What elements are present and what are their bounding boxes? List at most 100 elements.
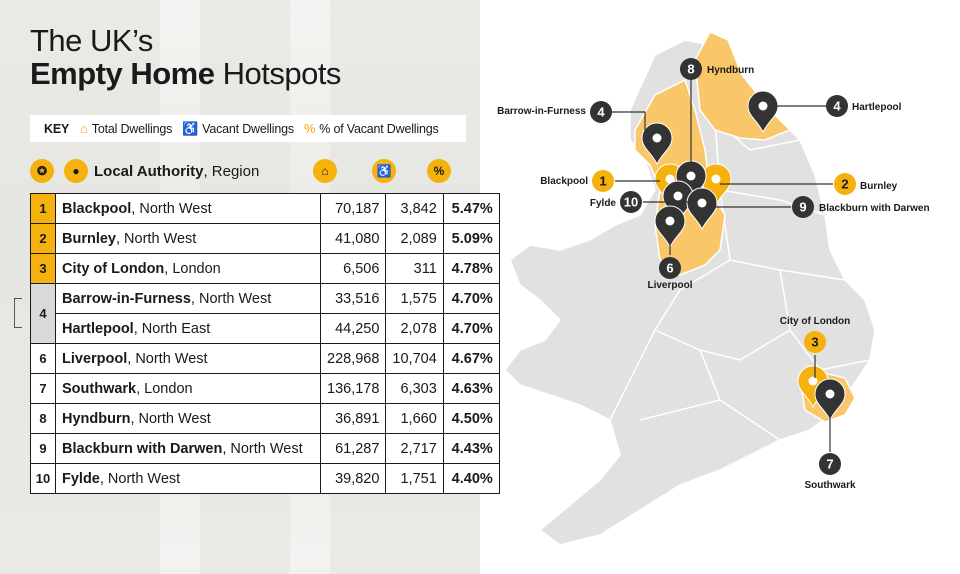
authority-cell: Blackpool, North West: [55, 193, 321, 224]
key-total-dwellings: Total Dwellings: [91, 121, 173, 136]
authority-cell: Barrow-in-Furness, North West: [55, 283, 321, 314]
vacant-dwellings-cell: 1,660: [385, 403, 444, 434]
rank-badge-number: 9: [799, 200, 806, 215]
table-row: 3 City of London, London 6,506 311 4.78%: [30, 253, 500, 284]
place-name: Hartlepool: [852, 102, 902, 113]
vacant-dwellings-cell: 3,842: [385, 193, 444, 224]
table-row: 4 Barrow-in-Furness, North West 33,516 1,57…: [30, 283, 500, 344]
table-row: 8 Hyndburn, North West 36,891 1,660 4.50%: [30, 403, 500, 434]
rank-badge: [620, 191, 642, 213]
header-label: Local Authority, Region: [94, 163, 260, 180]
total-dwellings-cell: 33,516: [319, 283, 387, 314]
rank-badge-number: 6: [666, 261, 673, 276]
total-dwellings-cell: 228,968: [319, 343, 387, 374]
house-icon: ⌂: [313, 159, 337, 183]
table-row: 7 Southwark, London 136,178 6,303 4.63%: [30, 373, 500, 404]
rank-cell: 1: [30, 193, 56, 224]
location-pin-icon: ●: [64, 159, 88, 183]
rank-badge-number: 3: [811, 335, 818, 350]
rank-badge-number: 1: [599, 174, 606, 189]
percent-vacant-cell: 5.09%: [442, 223, 500, 254]
hotspots-table: 1 Blackpool, North West 70,187 3,842 5.47% 2 B…: [30, 193, 500, 494]
total-dwellings-cell: 39,820: [319, 463, 387, 494]
total-dwellings-cell: 36,891: [319, 403, 387, 434]
total-dwellings-cell: 44,250: [319, 313, 387, 344]
map-label-hyndburn: 8 Hyndburn: [680, 58, 754, 80]
percent-vacant-cell: 4.78%: [442, 253, 500, 284]
vacant-dwellings-cell: 6,303: [385, 373, 444, 404]
rank-badge: [592, 170, 614, 192]
map-label-southwark: 7 Southwark: [804, 453, 856, 491]
authority-cell: Burnley, North West: [55, 223, 321, 254]
liverpool-pin: [654, 205, 686, 249]
rank-badge: [590, 101, 612, 123]
rank-badge: [819, 453, 841, 475]
authority-cell: Southwark, London: [55, 373, 321, 404]
place-name: Southwark: [804, 480, 856, 491]
rank-badge-number: 4: [833, 99, 841, 114]
barrow-pin: [641, 122, 673, 166]
rank-badge-number: 7: [826, 457, 833, 472]
percent-vacant-cell: 4.40%: [442, 463, 500, 494]
england-wales-landmass: [504, 39, 876, 546]
authority-cell: City of London, London: [55, 253, 321, 284]
page-title: The UK’s Empty Home Hotspots: [30, 23, 341, 91]
percent-vacant-cell: 4.67%: [442, 343, 500, 374]
table-row: 10 Fylde, North West 39,820 1,751 4.40%: [30, 463, 500, 494]
percent-vacant-cell: 4.70%: [442, 313, 500, 344]
rank-cell: 3: [30, 253, 56, 284]
key-percent-vacant: % of Vacant Dwellings: [319, 121, 439, 136]
table-row: Hartlepool, North East 44,250 2,078 4.70%: [31, 313, 500, 344]
percent-vacant-cell: 4.43%: [442, 433, 500, 464]
rank-badge-number: 2: [841, 177, 848, 192]
rank-badge: [826, 95, 848, 117]
vacant-dwellings-cell: 2,717: [385, 433, 444, 464]
person-icon: ♿: [182, 120, 199, 136]
map-label-blackburn: 9 Blackburn with Darwen: [792, 196, 930, 218]
rank-badge: [680, 58, 702, 80]
house-icon: ⌂: [80, 121, 88, 136]
place-name: City of London: [780, 316, 851, 327]
rank-badge-number: 10: [624, 195, 638, 210]
authority-cell: Liverpool, North West: [55, 343, 321, 374]
map-label-city: 3 City of London: [780, 316, 851, 353]
authority-cell: Hyndburn, North West: [55, 403, 321, 434]
table-row: 6 Liverpool, North West 228,968 10,704 4.67%: [30, 343, 500, 374]
vacant-dwellings-cell: 1,751: [385, 463, 444, 494]
total-dwellings-cell: 6,506: [319, 253, 387, 284]
total-dwellings-cell: 136,178: [319, 373, 387, 404]
total-dwellings-cell: 70,187: [319, 193, 387, 224]
map-label-barrow: 4 Barrow-in-Furness: [497, 101, 612, 123]
key-vacant-dwellings: Vacant Dwellings: [202, 121, 294, 136]
rank-cell: 9: [30, 433, 56, 464]
rank-badge-number: 8: [687, 62, 694, 77]
place-name: Fylde: [590, 198, 617, 209]
place-name: Hyndburn: [707, 65, 754, 76]
southwark-pin: [814, 378, 846, 422]
authority-cell: Hartlepool, North East: [55, 313, 321, 344]
rank-cell: 7: [30, 373, 56, 404]
place-name: Blackburn with Darwen: [819, 203, 930, 214]
map-label-fylde: 10 Fylde: [590, 191, 642, 213]
key-label: KEY: [44, 121, 70, 136]
percent-icon: %: [303, 121, 316, 136]
rank-badge: [792, 196, 814, 218]
rank-badge: [804, 331, 826, 353]
table-row: 2 Burnley, North West 41,080 2,089 5.09%: [30, 223, 500, 254]
rank-cell: 2: [30, 223, 56, 254]
city-of-london-pin: [797, 365, 829, 409]
vacant-dwellings-cell: 10,704: [385, 343, 444, 374]
map-label-blackpool: 1 Blackpool: [540, 170, 614, 192]
percent-vacant-cell: 4.70%: [442, 283, 500, 314]
vacant-dwellings-cell: 1,575: [385, 283, 444, 314]
rank-cell: 4: [30, 283, 56, 344]
tie-bracket: [14, 298, 22, 328]
map-label-hartlepool: 4 Hartlepool: [826, 95, 902, 117]
rank-cell: 8: [30, 403, 56, 434]
map-label-liverpool: 6 Liverpool: [647, 257, 693, 291]
hartlepool-pin: [747, 90, 779, 134]
rank-icon: ✪: [30, 159, 54, 183]
rank-badge: [834, 173, 856, 195]
table-row: 9 Blackburn with Darwen, North West 61,287…: [30, 433, 500, 464]
